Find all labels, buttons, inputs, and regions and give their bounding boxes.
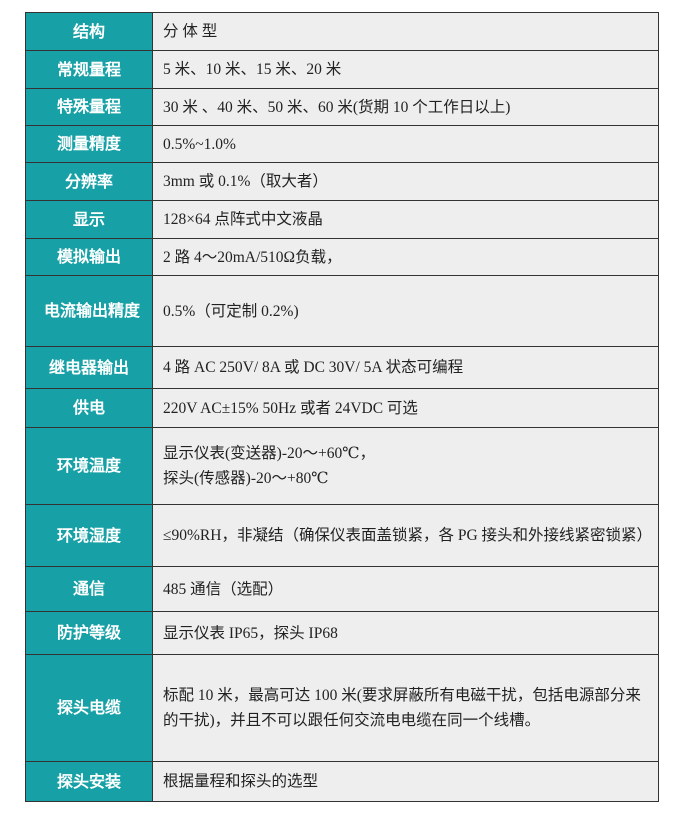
spec-row: 继电器输出 4 路 AC 250V/ 8A 或 DC 30V/ 5A 状态可编程 [25,346,659,389]
spec-row: 通信 485 通信（选配） [25,566,659,612]
spec-value-line: 标配 10 米，最高可达 100 米(要求屏蔽所有电磁干扰，包括电源部分来的干扰… [163,687,641,729]
spec-value-line: 0.5%（可定制 0.2%) [163,302,299,320]
spec-label: 环境湿度 [25,504,153,567]
spec-value-line: 30 米 、40 米、50 米、60 米(货期 10 个工作日以上) [163,98,511,116]
spec-row: 探头电缆 标配 10 米，最高可达 100 米(要求屏蔽所有电磁干扰，包括电源部分… [25,654,659,762]
spec-value: 标配 10 米，最高可达 100 米(要求屏蔽所有电磁干扰，包括电源部分来的干扰… [152,654,659,762]
spec-value-line: ≤90%RH，非凝结（确保仪表面盖锁紧，各 PG 接头和外接线紧密锁紧） [163,527,653,544]
spec-label: 继电器输出 [25,346,153,389]
spec-value-line: 0.5%~1.0% [163,135,236,153]
spec-value: 根据量程和探头的选型 [152,761,659,802]
spec-row: 电流输出精度 0.5%（可定制 0.2%) [25,275,659,347]
spec-label: 电流输出精度 [25,275,153,347]
spec-value: 30 米 、40 米、50 米、60 米(货期 10 个工作日以上) [152,88,659,126]
spec-row: 特殊量程 30 米 、40 米、50 米、60 米(货期 10 个工作日以上) [25,88,659,126]
spec-value: 3mm 或 0.1%（取大者） [152,162,659,201]
spec-label: 特殊量程 [25,88,153,126]
spec-label: 模拟输出 [25,238,153,276]
spec-value-line: 485 通信（选配） [163,580,284,598]
spec-label: 探头电缆 [25,654,153,762]
spec-value-line: 4 路 AC 250V/ 8A 或 DC 30V/ 5A 状态可编程 [163,359,464,376]
spec-label: 分辨率 [25,162,153,201]
spec-row: 供电 220V AC±15% 50Hz 或者 24VDC 可选 [25,388,659,428]
spec-value-line: 5 米、10 米、15 米、20 米 [163,61,342,78]
spec-value-line: 显示仪表 IP65，探头 IP68 [163,624,338,642]
spec-row: 模拟输出 2 路 4～20mA/510Ω负载， [25,238,659,276]
spec-row: 分辨率 3mm 或 0.1%（取大者） [25,162,659,201]
spec-value-line: 根据量程和探头的选型 [163,773,319,790]
spec-row: 显示 128×64 点阵式中文液晶 [25,200,659,239]
spec-value: 0.5%（可定制 0.2%) [152,275,659,347]
spec-value: 485 通信（选配） [152,566,659,612]
spec-value-line: 128×64 点阵式中文液晶 [163,211,323,228]
spec-value: 显示仪表 IP65，探头 IP68 [152,611,659,655]
spec-value: 0.5%~1.0% [152,125,659,163]
spec-row: 常规量程 5 米、10 米、15 米、20 米 [25,50,659,89]
spec-label: 常规量程 [25,50,153,89]
spec-value: 2 路 4～20mA/510Ω负载， [152,238,659,276]
spec-row: 环境湿度 ≤90%RH，非凝结（确保仪表面盖锁紧，各 PG 接头和外接线紧密锁紧） [25,504,659,567]
spec-value-line: 2 路 4～20mA/510Ω负载， [163,248,342,266]
spec-row: 测量精度 0.5%~1.0% [25,125,659,163]
spec-value: ≤90%RH，非凝结（确保仪表面盖锁紧，各 PG 接头和外接线紧密锁紧） [152,504,659,567]
spec-label: 供电 [25,388,153,428]
spec-value-line: 显示仪表(变送器)-20～+60℃， [163,445,376,462]
spec-label: 显示 [25,200,153,239]
spec-value-line: 探头(传感器)-20～+80℃ [163,470,329,487]
spec-label: 防护等级 [25,611,153,655]
spec-label: 环境温度 [25,427,153,505]
spec-row: 环境温度 显示仪表(变送器)-20～+60℃， 探头(传感器)-20～+80℃ [25,427,659,505]
spec-label: 探头安装 [25,761,153,802]
spec-value: 128×64 点阵式中文液晶 [152,200,659,239]
spec-value: 4 路 AC 250V/ 8A 或 DC 30V/ 5A 状态可编程 [152,346,659,389]
spec-table: 结构分 体 型常规量程 5 米、10 米、15 米、20 米特殊量程 30 米 、4… [25,12,659,802]
spec-value-line: 分 体 型 [163,23,218,40]
spec-value: 220V AC±15% 50Hz 或者 24VDC 可选 [152,388,659,428]
spec-value: 显示仪表(变送器)-20～+60℃， 探头(传感器)-20～+80℃ [152,427,659,505]
spec-row: 结构分 体 型 [25,12,659,51]
spec-label: 通信 [25,566,153,612]
spec-value-line: 220V AC±15% 50Hz 或者 24VDC 可选 [163,399,418,417]
spec-row: 探头安装 根据量程和探头的选型 [25,761,659,802]
spec-row: 防护等级 显示仪表 IP65，探头 IP68 [25,611,659,655]
spec-label: 测量精度 [25,125,153,163]
spec-value: 分 体 型 [152,12,659,51]
spec-value-line: 3mm 或 0.1%（取大者） [163,173,328,190]
spec-value: 5 米、10 米、15 米、20 米 [152,50,659,89]
spec-label: 结构 [25,12,153,51]
